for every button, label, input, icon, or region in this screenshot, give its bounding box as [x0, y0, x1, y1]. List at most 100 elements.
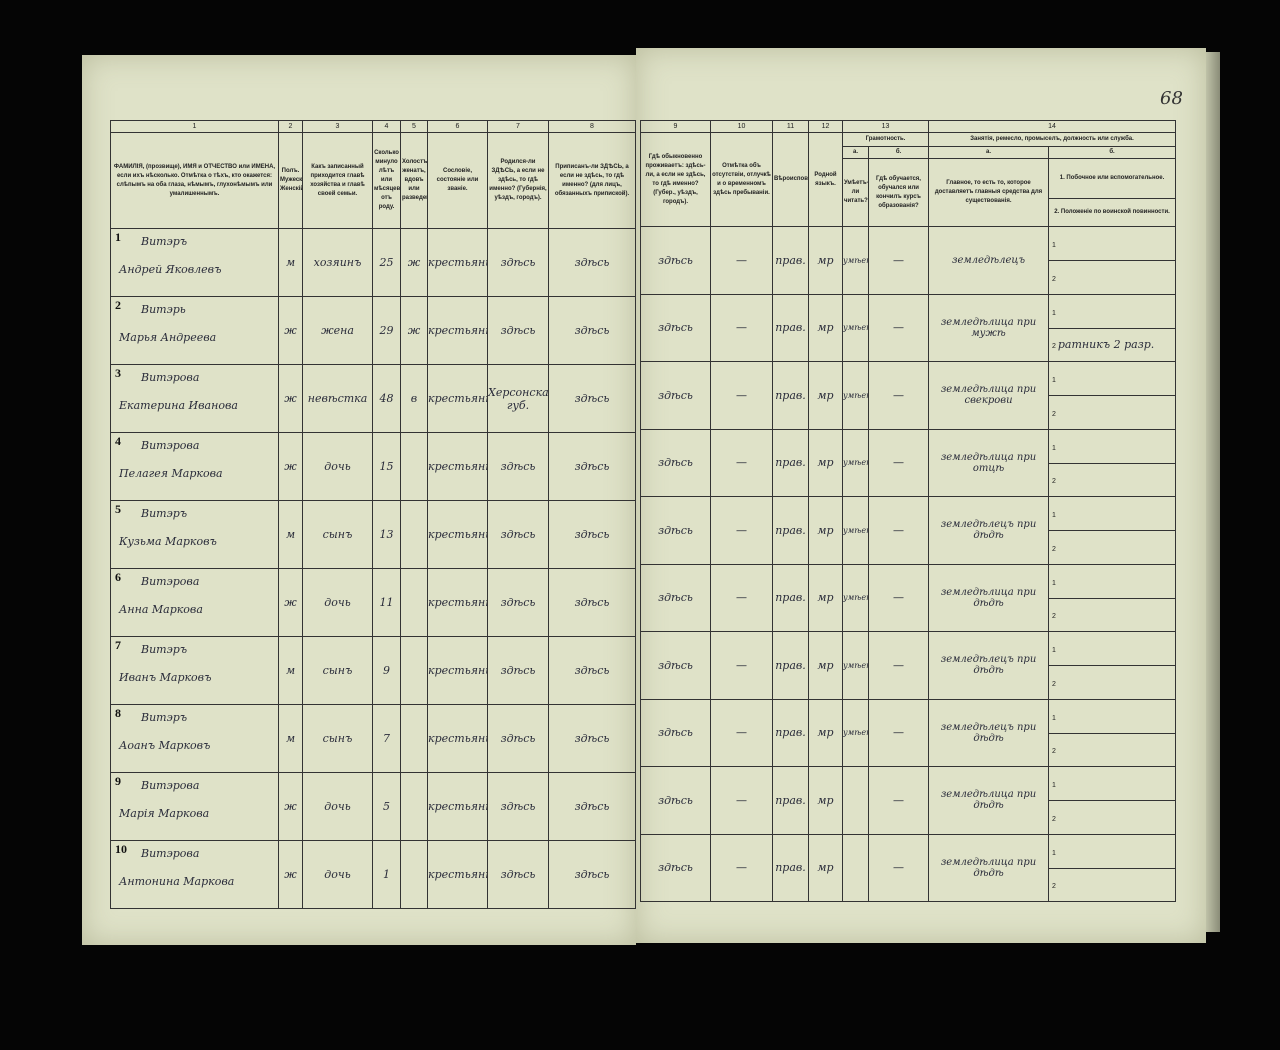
surname: Витэрь [141, 303, 186, 316]
col-11-number: 11 [772, 120, 809, 133]
row-number: 6 [115, 570, 121, 584]
absence-note: — [710, 563, 773, 632]
age: 29 [372, 296, 401, 365]
marital-status: ж [400, 228, 428, 297]
military-status: 2 ратникъ 2 разр. [1048, 327, 1177, 362]
main-occupation: земледѣлица при дѣдѣ [928, 833, 1050, 902]
sub-label: 1 [1052, 242, 1056, 249]
literacy: умѣетъ [842, 496, 869, 565]
relation-to-head: сынъ [302, 704, 373, 773]
religion: прав. [772, 766, 809, 835]
col-13b-letter: б. [867, 146, 930, 159]
relation-to-head: дочь [302, 772, 373, 841]
table-row: 3 Витэрова Екатерина Иванова ж невѣстка 48 в к… [110, 364, 636, 433]
sub-label: 2 [1052, 275, 1056, 283]
sub-label: 1 [1052, 512, 1056, 519]
col-2-header: Полъ. Мужескій. Женскій. [278, 132, 303, 229]
surname: Витэръ [141, 711, 188, 724]
sub-label: 2 [1052, 680, 1056, 688]
sub-label: 2 [1052, 545, 1056, 553]
education: — [867, 361, 930, 430]
sex: ж [278, 364, 303, 433]
given-name-patronymic: Екатерина Иванова [119, 399, 238, 412]
row-number: 8 [115, 706, 121, 720]
residence: здѣсь [640, 496, 711, 565]
birthplace: здѣсь [487, 228, 549, 297]
table-row: здѣсь — прав. мр умѣетъ — земледѣлецъ пр… [640, 698, 1177, 767]
estate: крестьянка [427, 568, 488, 637]
col-13-number: 13 [841, 120, 930, 133]
religion: прав. [772, 698, 809, 767]
residence: здѣсь [640, 563, 711, 632]
main-occupation: земледѣлица при мужѣ [928, 293, 1050, 362]
col-14b2-header: 2. Положеніе по воинской повинности. [1048, 198, 1177, 227]
sex: ж [278, 568, 303, 637]
estate: крестьянинъ [427, 704, 488, 773]
religion: прав. [772, 361, 809, 430]
name-cell: 6 Витэрова Анна Маркова [110, 568, 279, 637]
table-row: здѣсь — прав. мр умѣетъ — земледѣлица пр… [640, 563, 1177, 632]
education: — [867, 428, 930, 497]
registered-place: здѣсь [548, 296, 636, 365]
military-status: 2 [1048, 867, 1177, 902]
given-name-patronymic: Андрей Яковлевъ [119, 263, 222, 276]
birthplace: здѣсь [487, 296, 549, 365]
absence-note: — [710, 226, 773, 295]
age: 13 [372, 500, 401, 569]
surname: Витэръ [141, 507, 188, 520]
registered-place: здѣсь [548, 636, 636, 705]
col-9-number: 9 [640, 120, 711, 133]
education: — [867, 833, 930, 902]
literacy: умѣетъ [842, 226, 869, 295]
residence: здѣсь [640, 361, 711, 430]
birthplace: здѣсь [487, 704, 549, 773]
col-8-header: Приписанъ-ли ЗДѢСЬ, а если не здѣсь, то … [548, 132, 636, 229]
estate: крестьянка [427, 772, 488, 841]
col-7-number: 7 [487, 120, 549, 133]
sub-label: 2 [1052, 815, 1056, 823]
side-occupation: 1 [1048, 361, 1177, 396]
registered-place: здѣсь [548, 840, 636, 909]
marital-status [400, 500, 428, 569]
col-11-header: Вѣроисповѣданіе. [772, 132, 809, 227]
name-cell: 5 Витэръ Кузьма Марковъ [110, 500, 279, 569]
name-cell: 2 Витэрь Марья Андреева [110, 296, 279, 365]
marital-status [400, 840, 428, 909]
sex: ж [278, 432, 303, 501]
col-3-header: Какъ записанный приходится главѣ хозяйст… [302, 132, 373, 229]
main-occupation: земледѣлецъ при дѣдѣ [928, 698, 1050, 767]
col-5-number: 5 [400, 120, 428, 133]
military-status: 2 [1048, 597, 1177, 632]
registered-place: здѣсь [548, 364, 636, 433]
education: — [867, 698, 930, 767]
sex: м [278, 704, 303, 773]
side-occupation: 1 [1048, 563, 1177, 599]
absence-note: — [710, 496, 773, 565]
registered-place: здѣсь [548, 500, 636, 569]
age: 25 [372, 228, 401, 297]
name-cell: 3 Витэрова Екатерина Иванова [110, 364, 279, 433]
page-number: 68 [1160, 88, 1183, 109]
registered-place: здѣсь [548, 704, 636, 773]
age: 11 [372, 568, 401, 637]
relation-to-head: дочь [302, 568, 373, 637]
side-occupation: 1 [1048, 428, 1177, 464]
col-7-header: Родился-ли ЗДѢСЬ, а если не здѣсь, то гд… [487, 132, 549, 229]
table-row: здѣсь — прав. мр умѣетъ — земледѣлица пр… [640, 428, 1177, 497]
col-4-number: 4 [372, 120, 401, 133]
native-language: мр [808, 698, 843, 767]
native-language: мр [808, 428, 843, 497]
relation-to-head: невѣстка [302, 364, 373, 433]
absence-note: — [710, 766, 773, 835]
sex: ж [278, 772, 303, 841]
row-number: 1 [115, 230, 121, 244]
relation-to-head: сынъ [302, 636, 373, 705]
estate: крестьянка [427, 364, 488, 433]
table-row: здѣсь — прав. мр умѣетъ — земледѣлецъ пр… [640, 496, 1177, 565]
main-occupation: земледѣлица при свекрови [928, 361, 1050, 430]
col-4-header: Сколько минуло лѣтъ или мѣсяцевъ отъ род… [372, 132, 401, 229]
literacy [842, 766, 869, 835]
residence: здѣсь [640, 293, 711, 362]
row-number: 9 [115, 774, 121, 788]
